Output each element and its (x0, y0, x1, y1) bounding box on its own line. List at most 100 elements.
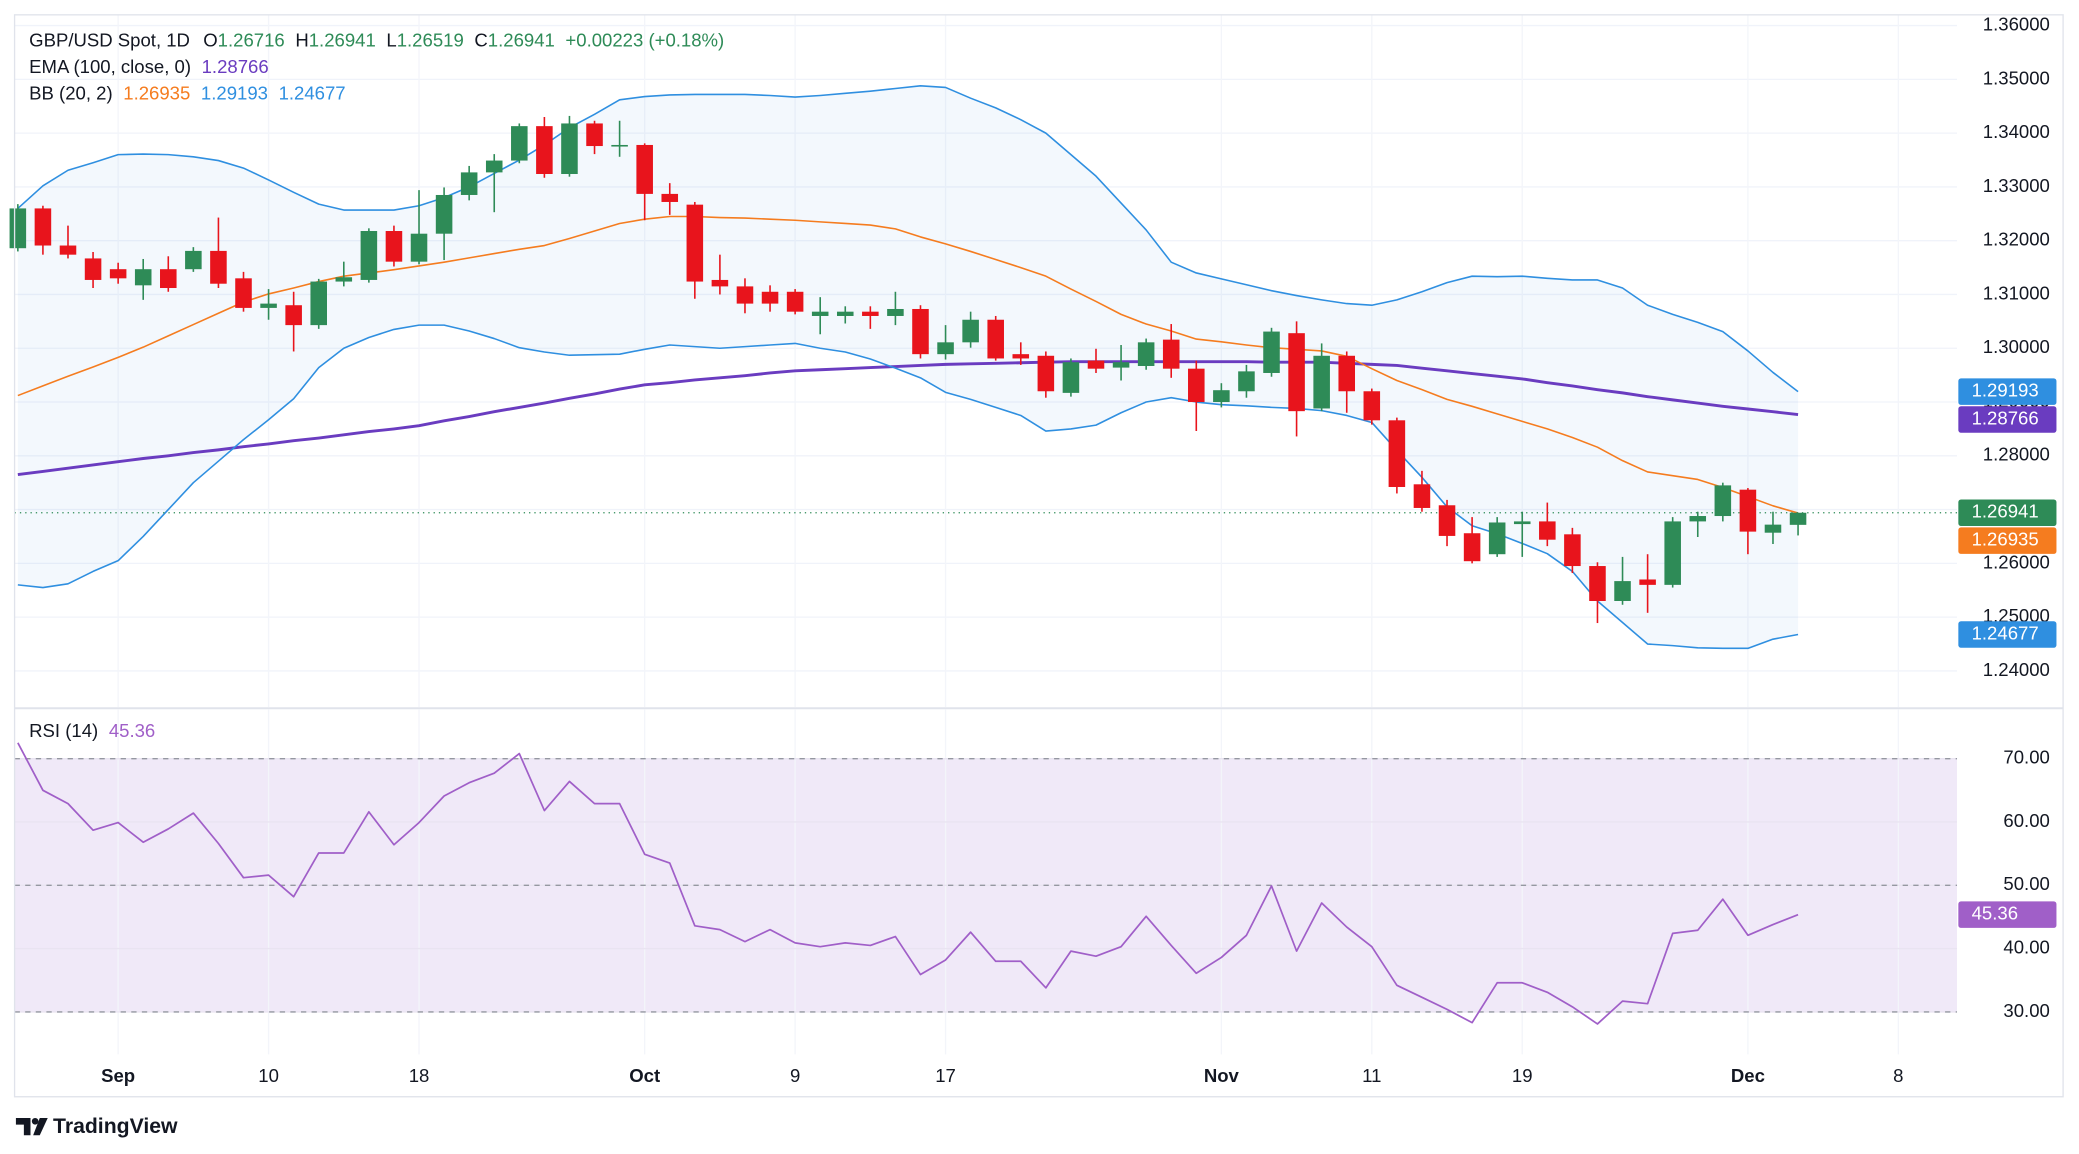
candle-body (1789, 512, 1807, 525)
candle-body (1463, 533, 1481, 562)
candle-body (1388, 420, 1406, 487)
x-tick-label: 8 (1893, 1065, 1903, 1086)
candle-body (1488, 522, 1506, 555)
candle-body (1112, 362, 1130, 368)
y-tick-label: 1.25000 (1983, 605, 2050, 626)
candle-body (134, 269, 152, 286)
candle-body (435, 194, 453, 234)
candle-body (887, 308, 904, 316)
logo-mark (33, 1117, 48, 1136)
candle-body (1213, 390, 1230, 403)
y-tick-label: 1.36000 (1983, 13, 2050, 34)
candle-body (460, 172, 478, 195)
candle-body (1513, 521, 1531, 525)
candle-body (410, 233, 428, 262)
x-tick-label: Nov (1204, 1065, 1240, 1086)
candle-body (59, 245, 77, 255)
y-tick-label: 50.00 (2003, 873, 2049, 894)
candle-body (1313, 355, 1330, 409)
price-badge-label: 1.29193 (1972, 380, 2039, 401)
indicator-line (17, 360, 1799, 477)
candle-body (761, 291, 779, 304)
candle-body (1413, 484, 1431, 508)
price-badge-label: 1.26941 (1972, 501, 2039, 522)
chart-border (13, 14, 2064, 1098)
y-tick-label: 70.00 (2003, 747, 2049, 768)
brand-name: TradingView (53, 1115, 178, 1138)
candle-body (686, 204, 704, 282)
candle-body (1764, 524, 1782, 533)
candle-body (1664, 521, 1681, 585)
legend-title: GBP/USD Spot, 1D (29, 29, 190, 50)
candle-body (1263, 331, 1280, 373)
indicator-line (17, 85, 1799, 393)
candle-body (360, 231, 378, 280)
candle-body (987, 319, 1004, 359)
logo-dot (31, 1117, 39, 1125)
candle-body (1438, 505, 1456, 536)
x-tick-label: Dec (1731, 1065, 1765, 1086)
candle-body (586, 123, 603, 147)
price-badge (1958, 527, 2057, 554)
indicator-name: RSI (14) (29, 720, 98, 741)
candle-body (1162, 339, 1180, 369)
candle-body (335, 277, 353, 282)
candle-body (1363, 391, 1381, 421)
indicator-name: BB (20, 2) (29, 82, 113, 103)
price-badge (1958, 406, 2057, 433)
candle-body (1338, 355, 1356, 392)
y-tick-label: 1.31000 (1983, 282, 2050, 303)
legend: RSI (14) 45.36 (29, 720, 155, 741)
candle-body (1564, 534, 1581, 567)
y-tick-label: 1.26000 (1983, 551, 2050, 572)
candle-body (385, 231, 403, 262)
price-badge-label: 1.28766 (1972, 407, 2039, 428)
candle-body (185, 250, 202, 270)
x-tick-label: Sep (101, 1065, 135, 1086)
price-badge-label: 45.36 (1972, 903, 2018, 924)
x-tick-label: 11 (1362, 1065, 1381, 1086)
y-tick-label: 30.00 (2003, 1000, 2049, 1021)
candle-body (235, 278, 252, 308)
ohlc-label: L (386, 29, 396, 50)
candle-body (962, 319, 979, 343)
x-tick-label: 9 (790, 1065, 800, 1086)
price-badge (1958, 901, 2057, 928)
x-tick-label: 10 (258, 1065, 279, 1086)
indicator-value: 1.29193 (201, 82, 268, 103)
y-tick-label: 1.34000 (1983, 121, 2050, 142)
y-tick-label: 1.32000 (1983, 229, 2050, 250)
candle-body (9, 208, 27, 249)
x-tick-label: 17 (935, 1065, 956, 1086)
y-tick-label: 1.30000 (1983, 336, 2050, 357)
price-badge (1958, 378, 2057, 405)
price-badge (1958, 621, 2057, 648)
y-tick-label: 1.28000 (1983, 444, 2050, 465)
candle-body (1689, 516, 1707, 522)
candle-body (1062, 362, 1080, 393)
candle-body (109, 269, 127, 279)
candle-body (1639, 579, 1656, 585)
x-tick-label: 18 (409, 1065, 430, 1086)
candles (9, 115, 1807, 624)
candle-body (736, 286, 754, 304)
ohlc-value: 1.26519 (397, 29, 464, 50)
y-tick-label: 40.00 (2003, 936, 2049, 957)
labels: 1.240001.250001.260001.270001.280001.290… (29, 13, 2057, 1086)
candle-body (711, 279, 729, 287)
y-tick-label: 60.00 (2003, 810, 2049, 831)
candle-body (1288, 333, 1305, 412)
candle-body (1188, 368, 1205, 403)
candle-body (1739, 489, 1757, 532)
x-tick-label: Oct (629, 1065, 660, 1086)
indicator-value: 1.26935 (123, 82, 190, 103)
candle-body (1539, 521, 1556, 540)
candle-body (862, 311, 879, 316)
candle-body (84, 258, 102, 280)
candle-body (1037, 355, 1055, 392)
candle-body (34, 208, 52, 246)
candle-body (485, 160, 503, 173)
candle-body (937, 342, 954, 355)
